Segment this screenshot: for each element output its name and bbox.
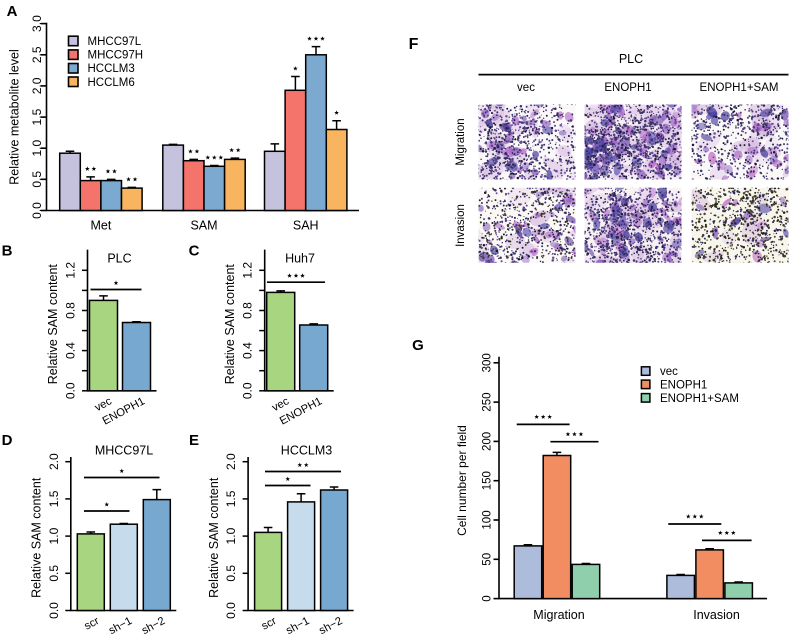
- svg-text:PLC: PLC: [619, 52, 643, 66]
- svg-text:1.0: 1.0: [47, 527, 61, 544]
- svg-text:0.0: 0.0: [64, 382, 78, 399]
- svg-text:0.5: 0.5: [30, 171, 44, 188]
- svg-text:1.2: 1.2: [241, 262, 255, 279]
- svg-text:SAH: SAH: [293, 219, 319, 233]
- svg-text:Invasion: Invasion: [455, 204, 467, 247]
- svg-text:ENOPH1: ENOPH1: [660, 379, 707, 391]
- svg-text:Migration: Migration: [455, 118, 467, 165]
- svg-text:0.5: 0.5: [47, 565, 61, 582]
- svg-text:A: A: [7, 3, 18, 20]
- svg-text:1.5: 1.5: [47, 490, 61, 507]
- svg-text:50: 50: [482, 553, 494, 566]
- svg-text:MHCC97L: MHCC97L: [88, 36, 142, 48]
- svg-text:Relative metabolite level: Relative metabolite level: [8, 49, 22, 185]
- svg-text:G: G: [412, 337, 424, 354]
- svg-text:150: 150: [482, 471, 494, 490]
- svg-text:0.8: 0.8: [241, 302, 255, 319]
- svg-text:ENOPH1+SAM: ENOPH1+SAM: [660, 393, 739, 405]
- svg-text:0.4: 0.4: [64, 342, 78, 359]
- svg-text:100: 100: [482, 510, 494, 529]
- svg-text:3.0: 3.0: [30, 15, 44, 32]
- svg-text:0.8: 0.8: [64, 302, 78, 319]
- svg-text:250: 250: [482, 393, 494, 412]
- svg-text:Relative SAM content: Relative SAM content: [207, 477, 221, 598]
- svg-text:HCCLM6: HCCLM6: [88, 77, 135, 89]
- svg-text:2.0: 2.0: [47, 453, 61, 470]
- svg-text:0.0: 0.0: [224, 602, 238, 619]
- svg-text:0: 0: [482, 595, 494, 601]
- svg-text:Relative SAM content: Relative SAM content: [223, 264, 237, 385]
- svg-text:2.0: 2.0: [224, 453, 238, 470]
- svg-text:1.5: 1.5: [224, 490, 238, 507]
- svg-text:Huh7: Huh7: [285, 252, 315, 266]
- svg-text:PLC: PLC: [107, 252, 131, 266]
- svg-text:Invasion: Invasion: [693, 608, 740, 622]
- svg-text:HCCLM3: HCCLM3: [281, 444, 332, 458]
- svg-text:B: B: [2, 243, 13, 260]
- svg-text:1.0: 1.0: [30, 140, 44, 157]
- svg-text:200: 200: [482, 432, 494, 451]
- svg-text:2.5: 2.5: [30, 46, 44, 63]
- svg-text:0.0: 0.0: [47, 602, 61, 619]
- svg-text:F: F: [409, 36, 419, 53]
- svg-text:Migration: Migration: [533, 608, 584, 622]
- svg-text:HCCLM3: HCCLM3: [88, 63, 135, 75]
- svg-text:0.5: 0.5: [224, 565, 238, 582]
- svg-text:0.0: 0.0: [30, 202, 44, 219]
- svg-text:MHCC97H: MHCC97H: [88, 50, 144, 62]
- svg-text:C: C: [189, 243, 200, 260]
- svg-text:1.0: 1.0: [224, 527, 238, 544]
- svg-text:ENOPH1+SAM: ENOPH1+SAM: [700, 82, 779, 94]
- svg-text:MHCC97L: MHCC97L: [95, 444, 153, 458]
- svg-text:1.5: 1.5: [30, 108, 44, 125]
- svg-text:vec: vec: [517, 82, 535, 94]
- svg-text:Relative SAM content: Relative SAM content: [30, 477, 44, 598]
- svg-text:ENOPH1: ENOPH1: [604, 82, 651, 94]
- svg-text:Relative SAM content: Relative SAM content: [46, 264, 60, 385]
- svg-text:0.4: 0.4: [241, 342, 255, 359]
- svg-text:vec: vec: [660, 366, 678, 378]
- svg-text:SAM: SAM: [190, 219, 217, 233]
- svg-text:300: 300: [482, 353, 494, 372]
- svg-text:0.0: 0.0: [241, 382, 255, 399]
- svg-text:D: D: [2, 432, 13, 449]
- svg-text:Met: Met: [90, 219, 111, 233]
- svg-text:Cell number per field: Cell number per field: [455, 425, 469, 536]
- svg-text:2.0: 2.0: [30, 77, 44, 94]
- svg-text:1.2: 1.2: [64, 262, 78, 279]
- svg-text:E: E: [189, 432, 199, 449]
